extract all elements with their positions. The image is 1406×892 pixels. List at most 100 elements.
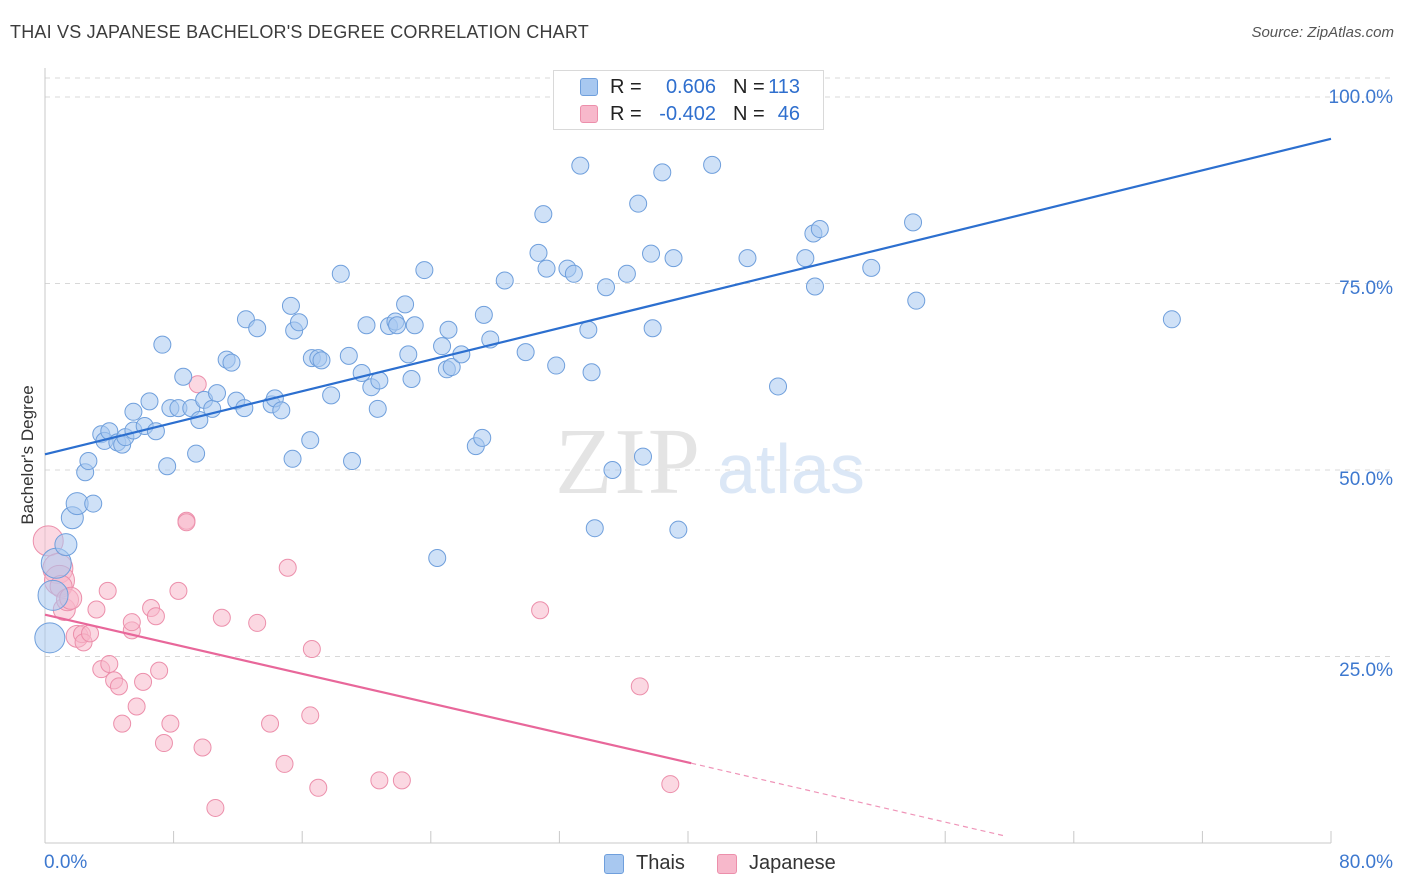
thai-point — [158, 457, 177, 476]
thais-legend-label: Thais — [636, 852, 685, 874]
thai-point — [272, 401, 291, 420]
y-tick-25: 25.0% — [1339, 660, 1393, 681]
thai-point — [84, 494, 103, 513]
thai-point — [862, 258, 881, 277]
japanese-legend-label: Japanese — [749, 852, 836, 874]
thai-point — [34, 622, 66, 654]
japanese-point — [146, 607, 165, 626]
legend-row-thais: R = 0.606 N = 113 — [554, 74, 825, 100]
thai-point — [653, 163, 672, 182]
thai-point — [534, 205, 553, 224]
japanese-point — [661, 775, 680, 794]
thai-point — [439, 320, 458, 339]
thai-point — [703, 155, 722, 174]
thai-point — [396, 295, 415, 314]
thai-point — [208, 384, 227, 403]
japanese-point — [127, 697, 146, 716]
thai-point — [222, 353, 241, 372]
source-credit: Source: ZipAtlas.com — [1251, 24, 1394, 41]
japanese-point — [531, 601, 550, 620]
japanese-point — [370, 771, 389, 790]
japanese-point — [309, 778, 328, 797]
y-axis-label: Bachelor's Degree — [18, 385, 37, 525]
thai-point — [399, 345, 418, 364]
japanese-n-label: N = — [733, 103, 765, 125]
x-tick-0: 0.0% — [44, 852, 88, 873]
thai-point — [579, 320, 598, 339]
japanese-point — [275, 754, 294, 773]
thai-point — [907, 291, 926, 310]
thai-point — [603, 461, 622, 479]
thai-point — [153, 335, 172, 354]
thais-r-label: R = — [610, 76, 642, 98]
thai-point — [547, 356, 566, 375]
thai-point — [37, 579, 69, 611]
stats-legend: R = 0.606 N = 113 R = -0.402 N = 46 — [553, 70, 824, 130]
japanese-point — [154, 734, 173, 753]
thai-point — [537, 259, 556, 278]
thai-point — [433, 337, 452, 356]
thai-point — [405, 316, 424, 335]
japanese-point — [248, 613, 267, 632]
japanese-trendline-extension — [691, 762, 1007, 837]
thai-point — [495, 271, 514, 290]
chart-title: THAI VS JAPANESE BACHELOR'S DEGREE CORRE… — [10, 22, 589, 42]
thai-point — [124, 402, 143, 421]
x-tick-80: 80.0% — [1339, 852, 1393, 873]
japanese-r-value: -0.402 — [659, 103, 716, 125]
thai-point — [331, 264, 350, 283]
thai-point — [283, 449, 302, 468]
watermark-zip: ZIP — [555, 410, 702, 514]
thai-point — [643, 319, 662, 338]
japanese-point — [177, 513, 196, 532]
thai-point — [664, 249, 683, 268]
thai-point — [516, 343, 535, 362]
japanese-point — [100, 654, 119, 673]
thai-point — [529, 243, 548, 262]
thai-point — [368, 399, 387, 418]
japanese-point — [109, 677, 128, 696]
japanese-point — [261, 714, 280, 733]
japanese-point — [278, 558, 297, 577]
thai-point — [564, 264, 583, 283]
thai-point — [633, 447, 652, 466]
thai-point — [54, 533, 78, 557]
thai-point — [617, 264, 636, 283]
thai-point — [810, 220, 829, 239]
japanese-point — [630, 677, 649, 696]
thai-point — [428, 549, 447, 568]
thai-point — [312, 351, 331, 370]
thai-point — [738, 249, 757, 268]
thai-point — [642, 244, 661, 263]
thai-point — [474, 305, 493, 324]
thai-point — [571, 156, 590, 175]
thai-point — [402, 369, 421, 388]
japanese-point — [113, 714, 132, 733]
japanese-n-value: 46 — [777, 103, 800, 125]
thai-point — [289, 313, 308, 332]
y-tick-75: 75.0% — [1339, 278, 1393, 299]
japanese-point — [212, 608, 231, 627]
thai-point — [388, 316, 407, 335]
thais-legend-swatch — [604, 854, 624, 874]
thai-point — [322, 386, 341, 405]
thai-point — [805, 277, 824, 296]
thai-point — [235, 399, 254, 418]
thai-point — [582, 363, 601, 382]
thai-point — [140, 392, 159, 411]
thai-point — [79, 452, 98, 471]
thai-point — [669, 520, 688, 539]
trendlines — [44, 137, 1332, 837]
thai-point — [597, 278, 616, 297]
japanese-legend-swatch — [717, 854, 737, 874]
thai-point — [281, 296, 300, 315]
thai-point — [796, 249, 815, 268]
thai-point — [1162, 310, 1181, 329]
thais-n-value: 113 — [768, 76, 800, 98]
thai-point — [343, 452, 362, 471]
japanese-point — [188, 375, 207, 394]
thai-point — [357, 316, 376, 335]
thai-series — [34, 155, 1181, 654]
thais-r-value: 0.606 — [665, 76, 716, 98]
